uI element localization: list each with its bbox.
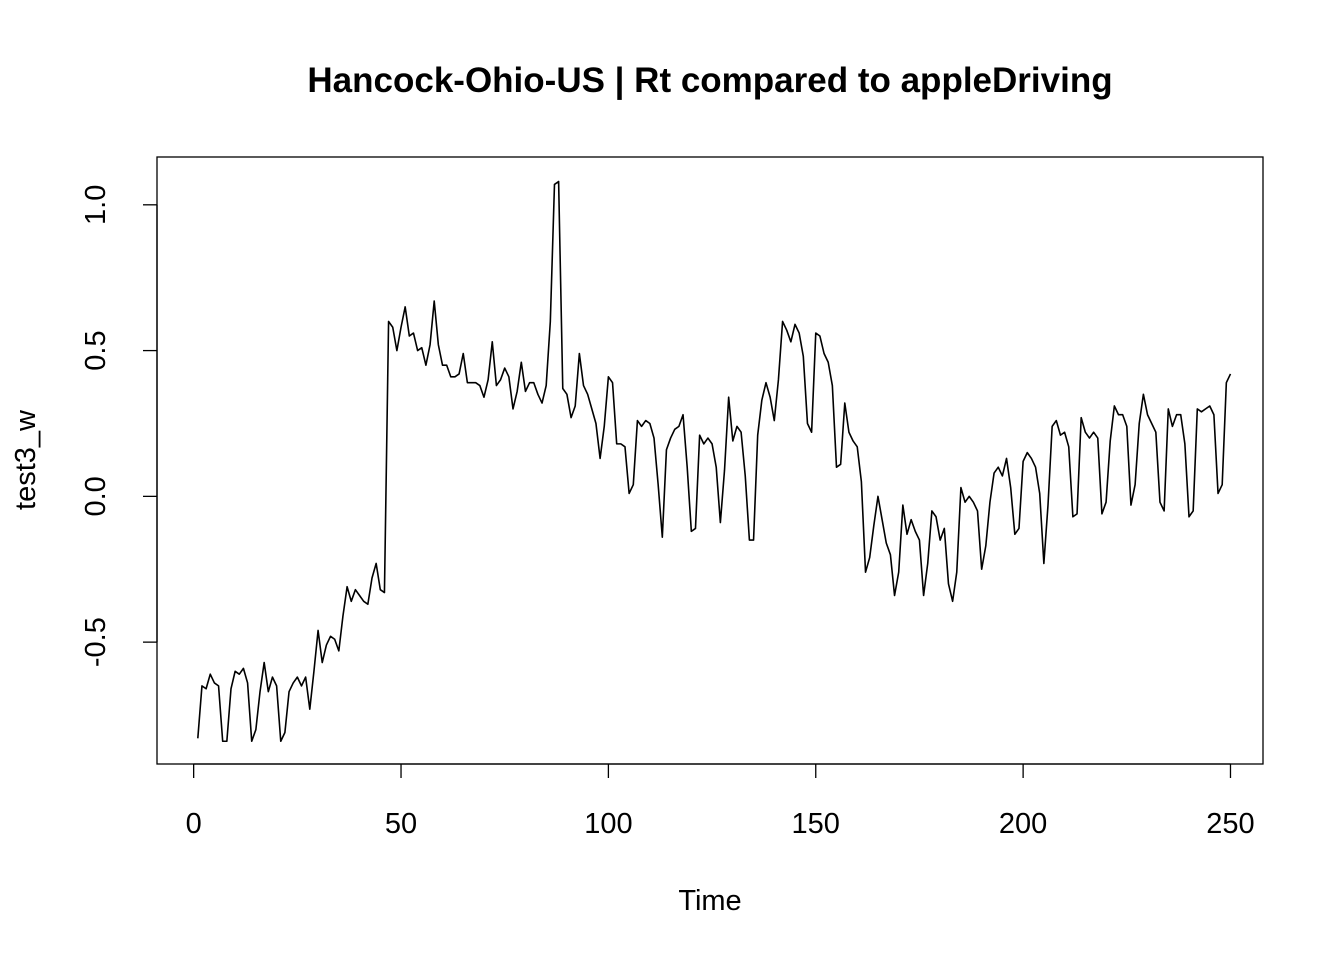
x-tick-label: 250 <box>1206 808 1254 840</box>
series-line-test3-w <box>197 180 1232 743</box>
y-axis: -0.5 0.0 0.5 1.0 <box>80 185 158 667</box>
y-tick-label: 0.5 <box>80 330 112 370</box>
x-axis-label: Time <box>678 885 741 917</box>
x-tick-label: 100 <box>584 808 632 840</box>
y-tick-label: -0.5 <box>80 617 112 667</box>
x-tick-label: 0 <box>186 808 202 840</box>
y-tick-label: 1.0 <box>80 185 112 225</box>
y-tick-label: 0.0 <box>80 476 112 516</box>
x-tick-label: 50 <box>385 808 417 840</box>
x-tick-label: 200 <box>999 808 1047 840</box>
y-axis-label: test3_w <box>10 409 42 510</box>
chart-title: Hancock-Ohio-US | Rt compared to appleDr… <box>307 61 1112 100</box>
x-tick-label: 150 <box>792 808 840 840</box>
x-axis: 0 50 100 150 200 250 <box>186 763 1255 840</box>
